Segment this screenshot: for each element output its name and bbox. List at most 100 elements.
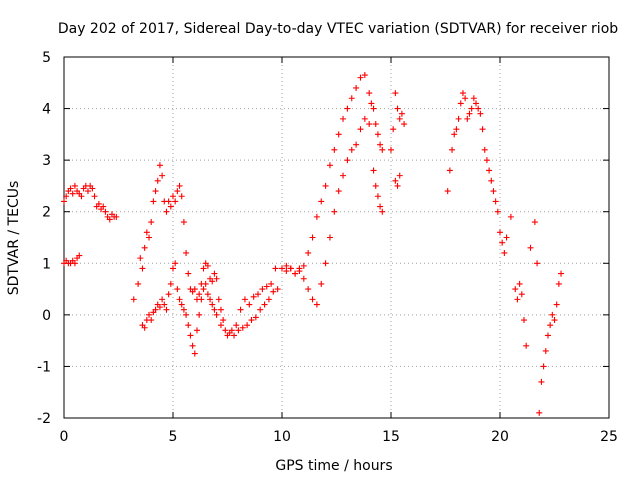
data-point (492, 198, 499, 205)
data-point (163, 208, 170, 215)
data-point (213, 311, 220, 318)
data-point (211, 306, 218, 313)
data-point (235, 327, 242, 334)
data-point (163, 306, 170, 313)
data-point (446, 167, 453, 174)
data-point (217, 306, 224, 313)
data-point (553, 301, 560, 308)
data-point (146, 311, 153, 318)
data-point (523, 342, 530, 349)
data-point (331, 208, 338, 215)
data-point (252, 314, 259, 321)
data-point (366, 121, 373, 128)
data-point (348, 95, 355, 102)
data-point (457, 100, 464, 107)
data-point (348, 146, 355, 153)
data-point (172, 198, 179, 205)
data-point (137, 255, 144, 262)
data-point (326, 162, 333, 169)
data-point (191, 286, 198, 293)
data-point (150, 198, 157, 205)
data-point (270, 288, 277, 295)
data-point (444, 188, 451, 195)
series-evening-upper (444, 90, 501, 215)
data-point (372, 121, 379, 128)
data-point (91, 193, 98, 200)
data-point (183, 249, 190, 256)
data-point (148, 219, 155, 226)
data-point (516, 280, 523, 287)
data-point (305, 249, 312, 256)
data-point (322, 260, 329, 267)
data-point (377, 141, 384, 148)
data-point (76, 252, 83, 259)
data-point (211, 270, 218, 277)
data-point (551, 317, 558, 324)
data-point (222, 327, 229, 334)
x-tick-label: 15 (382, 429, 400, 445)
data-point (527, 244, 534, 251)
data-point (196, 291, 203, 298)
data-point (340, 172, 347, 179)
series-late-peak-cluster (388, 90, 408, 189)
data-point (113, 213, 120, 220)
data-point (466, 110, 473, 117)
data-point (483, 157, 490, 164)
data-points (61, 72, 565, 416)
y-tick-label: 5 (42, 50, 51, 66)
data-point (398, 110, 405, 117)
y-tick-label: 0 (42, 308, 51, 324)
data-point (257, 306, 264, 313)
series-evening-lower (497, 213, 565, 416)
data-point (89, 185, 96, 192)
data-point (313, 213, 320, 220)
data-point (161, 301, 168, 308)
data-point (544, 332, 551, 339)
data-point (353, 141, 360, 148)
data-point (379, 208, 386, 215)
data-point (396, 172, 403, 179)
data-point (490, 188, 497, 195)
data-point (503, 234, 510, 241)
data-point (300, 262, 307, 269)
data-point (63, 193, 70, 200)
data-point (494, 208, 501, 215)
data-point (202, 280, 209, 287)
data-point (361, 72, 368, 79)
data-point (481, 146, 488, 153)
data-point (501, 249, 508, 256)
data-point (193, 327, 200, 334)
data-point (344, 157, 351, 164)
data-point (259, 286, 266, 293)
data-point (366, 90, 373, 97)
data-point (141, 244, 148, 251)
data-point (204, 262, 211, 269)
data-point (156, 162, 163, 169)
data-point (213, 275, 220, 282)
data-point (167, 203, 174, 210)
data-point (100, 203, 107, 210)
data-point (84, 188, 91, 195)
y-tick-label: -1 (37, 359, 51, 375)
data-point (241, 296, 248, 303)
data-point (361, 115, 368, 122)
data-point (488, 177, 495, 184)
data-point (209, 301, 216, 308)
data-point (470, 95, 477, 102)
data-point (148, 317, 155, 324)
data-point (379, 146, 386, 153)
data-point (226, 329, 233, 336)
data-point (287, 265, 294, 272)
data-point (340, 115, 347, 122)
data-point (200, 286, 207, 293)
data-point (318, 198, 325, 205)
x-axis-label: GPS time / hours (275, 458, 392, 474)
data-point (518, 291, 525, 298)
data-point (261, 301, 268, 308)
data-point (176, 296, 183, 303)
data-point (143, 229, 150, 236)
data-point (248, 317, 255, 324)
data-point (71, 182, 78, 189)
